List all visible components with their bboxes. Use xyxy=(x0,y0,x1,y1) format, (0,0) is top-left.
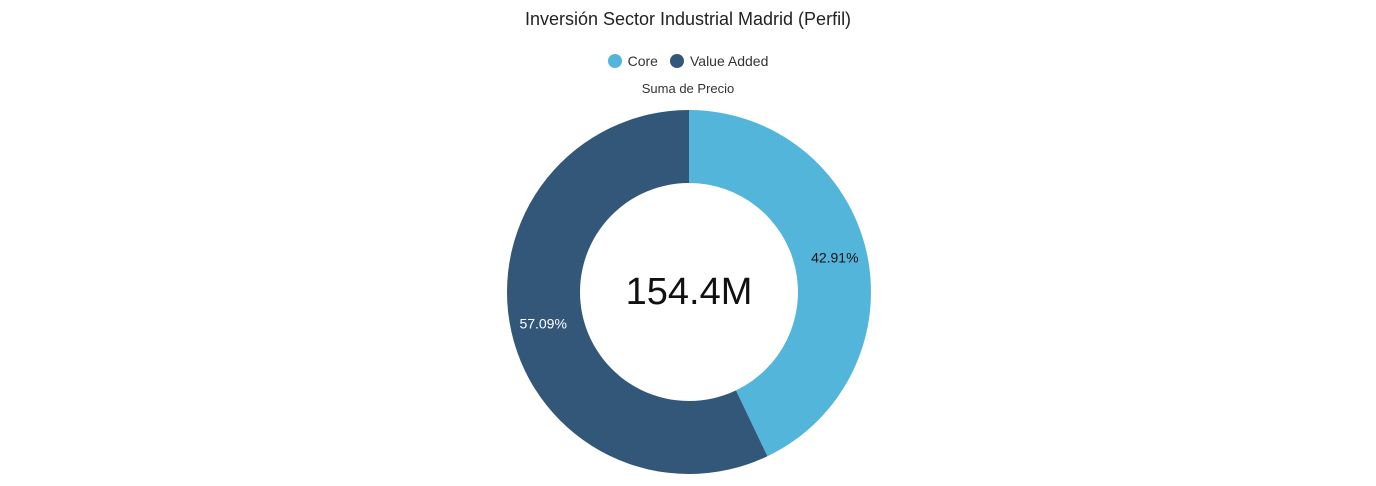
legend-item-value-added[interactable]: Value Added xyxy=(669,53,769,69)
legend-swatch-value-added xyxy=(669,54,684,68)
legend-item-core[interactable]: Core xyxy=(607,53,658,69)
legend-label-core: Core xyxy=(627,53,658,69)
legend-swatch-core xyxy=(607,54,622,68)
slice-label-value-added: 57.09% xyxy=(519,316,566,332)
slice-core[interactable] xyxy=(689,110,871,457)
chart-title: Inversión Sector Industrial Madrid (Perf… xyxy=(524,9,852,29)
center-total-value: 154.4M xyxy=(626,271,753,313)
measure-label: Suma de Precio xyxy=(641,81,735,96)
chart-legend: Core Value Added xyxy=(0,53,1376,69)
slice-label-core: 42.91% xyxy=(811,250,858,266)
legend-label-value-added: Value Added xyxy=(689,53,769,69)
slice-value-added[interactable] xyxy=(506,110,768,475)
